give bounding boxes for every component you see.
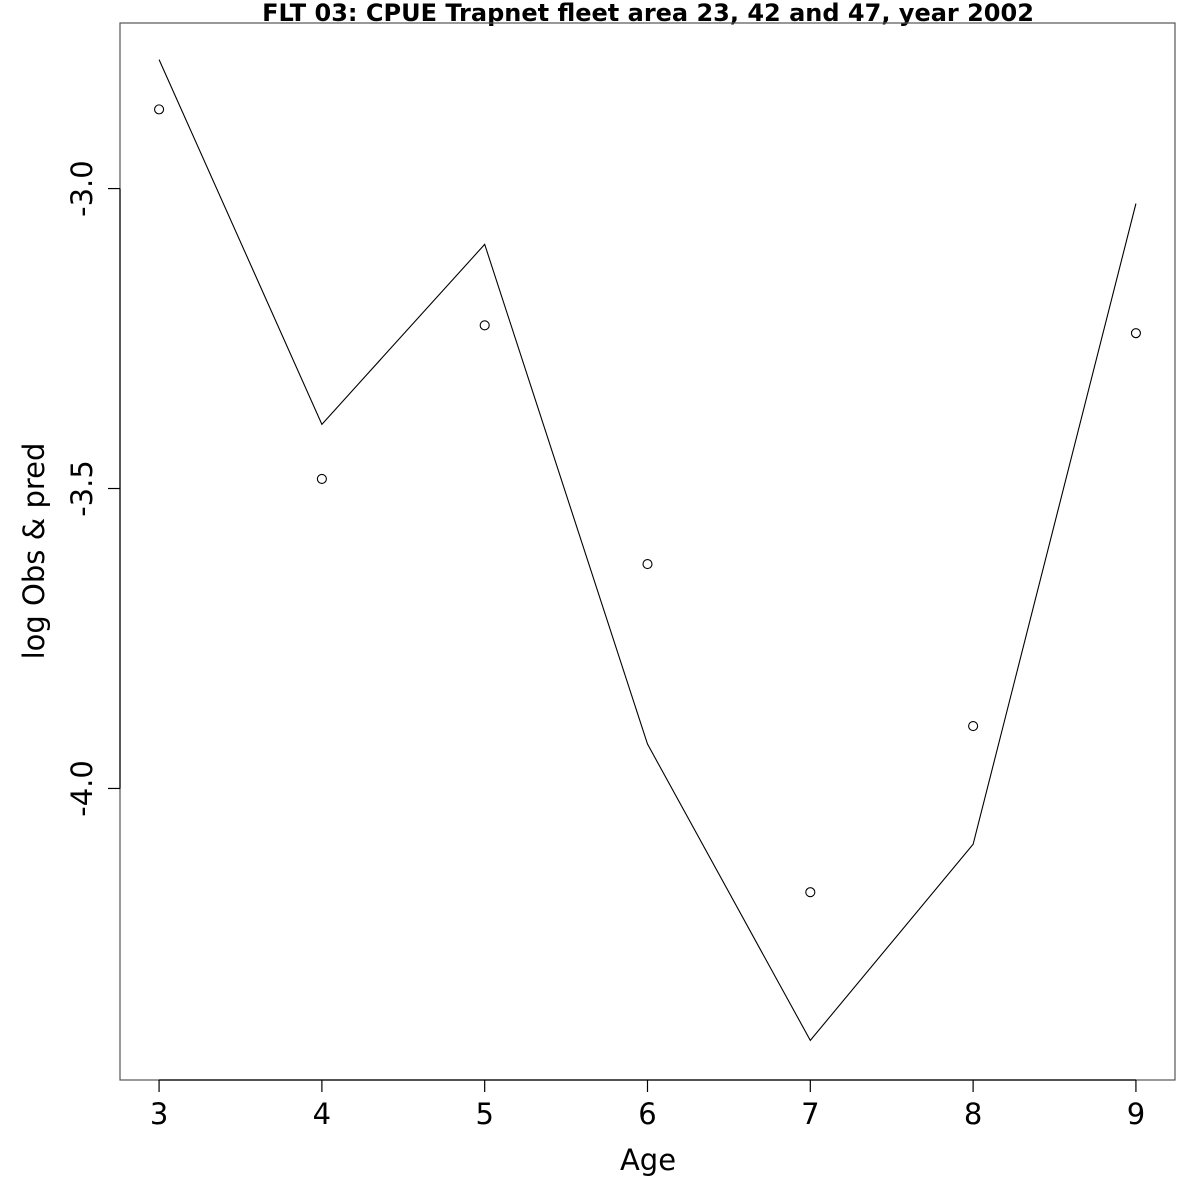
y-tick-label: -4.0 — [65, 760, 99, 817]
observed-point — [642, 559, 653, 570]
observed-point — [154, 104, 165, 115]
observed-point — [479, 320, 490, 331]
x-axis: 3 4 5 6 7 8 9 — [150, 1079, 1145, 1131]
series-layer — [154, 59, 1141, 1042]
y-tick-label: -3.5 — [65, 460, 99, 517]
x-tick-label: 9 — [1127, 1097, 1145, 1131]
x-tick-label: 8 — [964, 1097, 982, 1131]
x-axis-label: Age — [620, 1143, 676, 1177]
x-tick-label: 4 — [313, 1097, 331, 1131]
observed-point — [805, 887, 816, 898]
observed-point — [968, 721, 979, 732]
observed-point — [316, 473, 327, 484]
plot-frame — [119, 22, 1176, 1081]
x-tick-label: 7 — [801, 1097, 819, 1131]
x-tick-label: 3 — [150, 1097, 168, 1131]
y-tick-label: -3.0 — [65, 160, 99, 217]
observed-point — [1130, 328, 1141, 339]
predicted-line — [158, 59, 1137, 1042]
x-tick-label: 6 — [638, 1097, 656, 1131]
y-axis: -3.0 -3.5 -4.0 — [65, 160, 121, 817]
y-axis-label: log Obs & pred — [17, 443, 51, 660]
x-tick-label: 5 — [475, 1097, 493, 1131]
